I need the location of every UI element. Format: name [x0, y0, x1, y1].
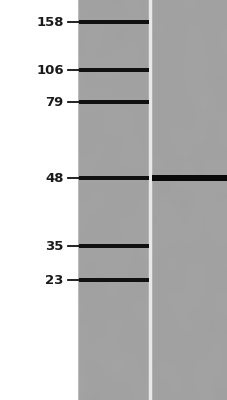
Bar	[151, 175, 227, 181]
Bar	[78, 244, 149, 248]
Text: 79: 79	[45, 96, 64, 108]
Text: 106: 106	[36, 64, 64, 76]
Text: 35: 35	[45, 240, 64, 252]
Text: 48: 48	[45, 172, 64, 184]
Bar	[78, 100, 149, 104]
Text: 158: 158	[36, 16, 64, 28]
Bar	[78, 278, 149, 282]
Bar	[0, 0, 73, 400]
Bar	[78, 176, 149, 180]
Bar	[78, 68, 149, 72]
Text: 23: 23	[45, 274, 64, 286]
Bar	[78, 20, 149, 24]
